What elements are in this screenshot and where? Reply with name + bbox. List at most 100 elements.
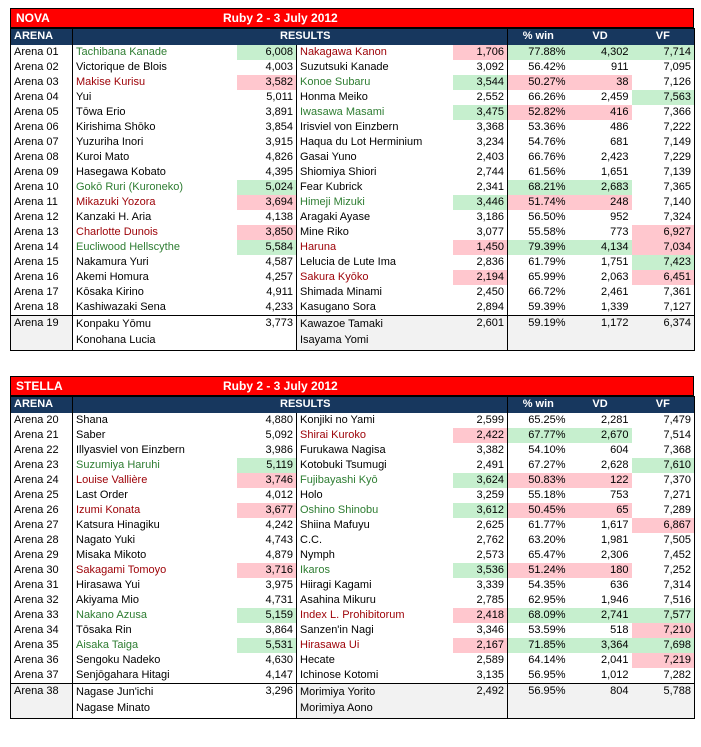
win-percent: 56.95% <box>507 682 569 719</box>
player1-score: 5,584 <box>236 239 297 255</box>
arena-name: Arena 18 <box>10 299 73 315</box>
player2-name: Shiomiya Shiori <box>296 164 453 180</box>
player1-score: 6,008 <box>236 44 297 60</box>
player2-name: Ikaros <box>296 562 453 578</box>
vote-difference: 2,041 <box>601 653 629 666</box>
win-percent: 66.26% <box>507 89 569 105</box>
arena-name: Arena 24 <box>10 472 73 488</box>
win-percent: 61.79% <box>507 254 569 270</box>
player2-name: Oshino Shinobu <box>296 502 453 518</box>
player2-name: Fujibayashi Kyō <box>296 472 453 488</box>
player2-score: 3,612 <box>452 502 508 518</box>
player2-name: Nakagawa Kanon <box>296 44 453 60</box>
table-row: Arena 04 Yui 5,011 Honma Meiko 2,552 66.26% 2,… <box>10 89 696 105</box>
player1-name: Mikazuki Yozora <box>76 195 156 208</box>
player1-score: 4,826 <box>265 150 293 163</box>
player2-score: 2,744 <box>476 165 505 178</box>
player2-score: 2,625 <box>476 518 505 531</box>
table-row: Arena 26 Izumi Konata 3,677 Oshino Shinobu 3… <box>10 502 696 518</box>
player2-name: C.C. <box>296 532 453 548</box>
table-row: Arena 34 Tōsaka Rin 3,864 Sanzen'in Nagi 3,3… <box>10 622 696 638</box>
player1-name: Sengoku Nadeko <box>76 653 161 666</box>
vote-total: 7,479 <box>631 412 696 428</box>
player1-name: Victorique de Blois <box>76 60 167 73</box>
table-row: Arena 22 Illyasviel von Einzbern 3,986 Furu… <box>10 442 696 458</box>
table-row: Arena 11 Mikazuki Yozora 3,694 Himeji Mizuk… <box>10 194 696 210</box>
vote-total: 7,423 <box>631 254 696 270</box>
win-percent: 61.77% <box>507 517 569 533</box>
arena-name: Arena 04 <box>10 89 73 105</box>
player1-name: Akemi Homura <box>76 270 149 283</box>
vote-difference: 38 <box>568 74 632 90</box>
player2-score: 2,589 <box>476 653 505 666</box>
vote-difference: 681 <box>610 135 629 148</box>
table-row: Arena 27 Katsura Hinagiku 4,242 Shiina Mafu… <box>10 517 696 533</box>
player1-name: Kōsaka Kirino <box>76 285 144 298</box>
win-percent: 67.77% <box>507 427 569 443</box>
header-win: % win <box>507 28 569 45</box>
arena-name: Arena 12 <box>10 209 73 225</box>
player2-name: Haqua du Lot Herminium <box>296 134 453 150</box>
player2-score: 3,475 <box>452 104 508 120</box>
player2-name: Konjiki no Yami <box>296 412 453 428</box>
vote-total: 7,127 <box>631 299 696 315</box>
win-percent: 62.95% <box>507 592 569 608</box>
arena-name: Arena 03 <box>10 74 73 90</box>
arena-name: Arena 07 <box>10 134 73 150</box>
player1-score: 3,864 <box>265 623 293 636</box>
vote-difference: 2,423 <box>601 150 629 163</box>
win-percent: 68.21% <box>507 179 569 195</box>
arena-name: Arena 21 <box>10 427 73 443</box>
player2-names: Kawazoe Tamaki Isayama Yomi <box>296 314 453 351</box>
vote-total: 7,126 <box>631 74 696 90</box>
player1-name: Izumi Konata <box>76 503 141 516</box>
arena-name: Arena 33 <box>10 607 73 623</box>
player1-name: Aisaka Taiga <box>76 638 139 651</box>
player2-score: 1,706 <box>452 44 508 60</box>
player1-name: Saber <box>76 428 106 441</box>
vote-difference: 2,459 <box>601 90 629 103</box>
player2-name: Lelucia de Lute Ima <box>296 254 453 270</box>
table-row: Arena 16 Akemi Homura 4,257 Sakura Kyōko 2,1… <box>10 269 696 285</box>
table-row: Arena 28 Nagato Yuki 4,743 C.C. 2,762 63.20% 1… <box>10 532 696 548</box>
vote-difference: 248 <box>568 194 632 210</box>
section-title: Ruby 2 - 3 July 2012 <box>223 11 338 25</box>
vote-difference: 1,651 <box>601 165 629 178</box>
vote-difference: 2,670 <box>568 427 632 443</box>
vote-difference: 4,302 <box>568 44 632 60</box>
player2-score: 3,092 <box>476 60 505 73</box>
player2-score: 2,492 <box>452 682 508 719</box>
table-row: Arena 30 Sakagami Tomoyo 3,716 Ikaros 3,536 5… <box>10 562 696 578</box>
player2-name: Hiiragi Kagami <box>296 577 453 593</box>
table-row: Arena 07 Yuzuriha Inori 3,915 Haqua du Lot … <box>10 134 696 150</box>
player1-score: 4,731 <box>265 593 293 606</box>
win-percent: 50.27% <box>507 74 569 90</box>
player1-name: Suzumiya Haruhi <box>76 458 160 471</box>
vote-difference: 1,172 <box>568 314 632 351</box>
table-row: Arena 06 Kirishima Shōko 3,854 Irisviel von… <box>10 119 696 135</box>
player2-score: 2,601 <box>452 314 508 351</box>
player2-score: 3,536 <box>452 562 508 578</box>
table-row: Arena 31 Hirasawa Yui 3,975 Hiiragi Kagami 3… <box>10 577 696 593</box>
vote-difference: 2,281 <box>601 413 629 426</box>
arena-name: Arena 38 <box>10 682 73 719</box>
table-row: Arena 05 Tōwa Erio 3,891 Iwasawa Masami 3,47… <box>10 104 696 120</box>
player1-score: 5,159 <box>236 607 297 623</box>
player2-score: 3,135 <box>476 668 505 681</box>
player2-score: 2,894 <box>476 300 505 313</box>
results-table: ARENA RESULTS% win VD VF Arena 20 Shana 4,880 K… <box>10 396 696 719</box>
player1-name: Kirishima Shōko <box>76 120 156 133</box>
player1-score: 3,582 <box>236 74 297 90</box>
player2-score: 2,762 <box>476 533 505 546</box>
player2-name: Kotobuki Tsumugi <box>296 457 453 473</box>
vote-total: 7,139 <box>631 164 696 180</box>
player2-score: 3,186 <box>476 210 505 223</box>
title-bar: NOVA Ruby 2 - 3 July 2012 <box>10 8 694 28</box>
vote-total: 6,374 <box>631 314 696 351</box>
win-percent: 55.18% <box>507 487 569 503</box>
player2-name: Asahina Mikuru <box>296 592 453 608</box>
table-row: Arena 37 Senjōgahara Hitagi 4,147 Ichinose … <box>10 667 696 683</box>
vote-total: 7,229 <box>631 149 696 165</box>
player2b-name: Isayama Yomi <box>300 333 369 346</box>
player2-score: 2,418 <box>452 607 508 623</box>
